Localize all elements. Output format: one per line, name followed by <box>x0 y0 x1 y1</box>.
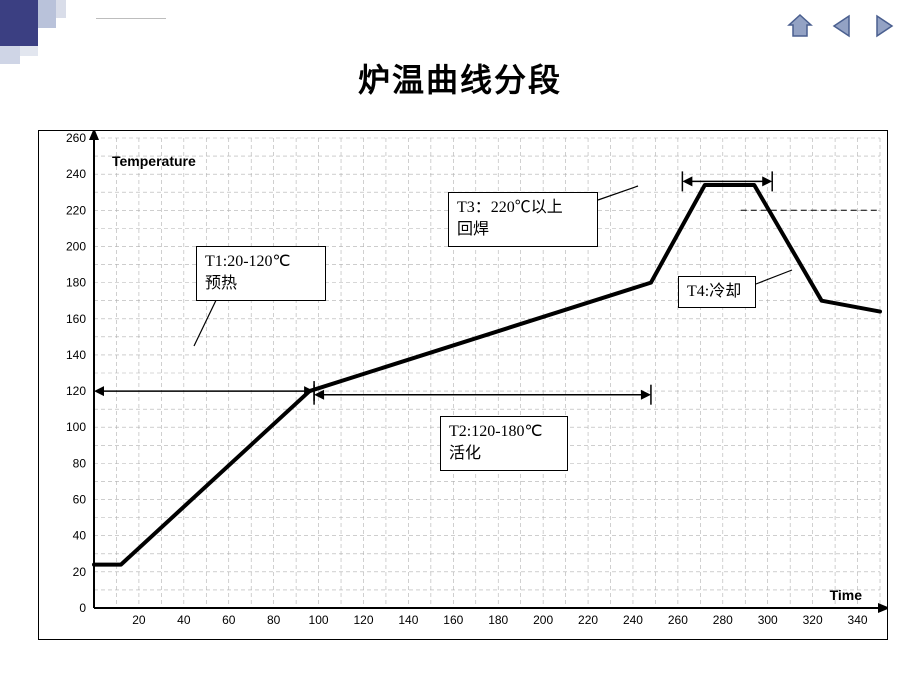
svg-text:100: 100 <box>66 420 86 434</box>
svg-text:340: 340 <box>848 613 868 627</box>
svg-text:20: 20 <box>73 565 87 579</box>
annotation-t1: T1:20-120℃ 预热 <box>196 246 326 301</box>
svg-text:60: 60 <box>73 493 87 507</box>
svg-text:160: 160 <box>66 312 86 326</box>
annotation-t2: T2:120-180℃ 活化 <box>440 416 568 471</box>
svg-text:200: 200 <box>66 239 86 253</box>
svg-text:140: 140 <box>398 613 418 627</box>
nav-icons <box>784 10 900 42</box>
svg-text:40: 40 <box>73 529 87 543</box>
svg-text:260: 260 <box>66 131 86 145</box>
svg-text:280: 280 <box>713 613 733 627</box>
svg-text:120: 120 <box>66 384 86 398</box>
svg-text:80: 80 <box>267 613 281 627</box>
svg-text:240: 240 <box>623 613 643 627</box>
svg-text:Time: Time <box>830 587 863 603</box>
svg-text:80: 80 <box>73 456 87 470</box>
svg-text:180: 180 <box>66 276 86 290</box>
svg-text:20: 20 <box>132 613 146 627</box>
svg-text:220: 220 <box>578 613 598 627</box>
svg-text:100: 100 <box>309 613 329 627</box>
svg-text:60: 60 <box>222 613 236 627</box>
svg-text:40: 40 <box>177 613 191 627</box>
svg-text:260: 260 <box>668 613 688 627</box>
annotation-t3: T3：220℃以上 回焊 <box>448 192 598 247</box>
next-icon[interactable] <box>868 10 900 42</box>
svg-text:Temperature: Temperature <box>112 153 196 169</box>
svg-text:200: 200 <box>533 613 553 627</box>
svg-text:220: 220 <box>66 203 86 217</box>
page-title: 炉温曲线分段 <box>0 55 920 101</box>
svg-text:140: 140 <box>66 348 86 362</box>
home-icon[interactable] <box>784 10 816 42</box>
svg-text:0: 0 <box>79 601 86 615</box>
svg-text:300: 300 <box>758 613 778 627</box>
prev-icon[interactable] <box>826 10 858 42</box>
svg-text:320: 320 <box>803 613 823 627</box>
annotation-t4: T4:冷却 <box>678 276 756 308</box>
svg-text:240: 240 <box>66 167 86 181</box>
svg-text:120: 120 <box>353 613 373 627</box>
svg-text:160: 160 <box>443 613 463 627</box>
svg-text:180: 180 <box>488 613 508 627</box>
furnace-temp-chart: 0 20 40 60 80 100 120 140 160 180 200 220 240 260 20 40… <box>38 130 888 640</box>
